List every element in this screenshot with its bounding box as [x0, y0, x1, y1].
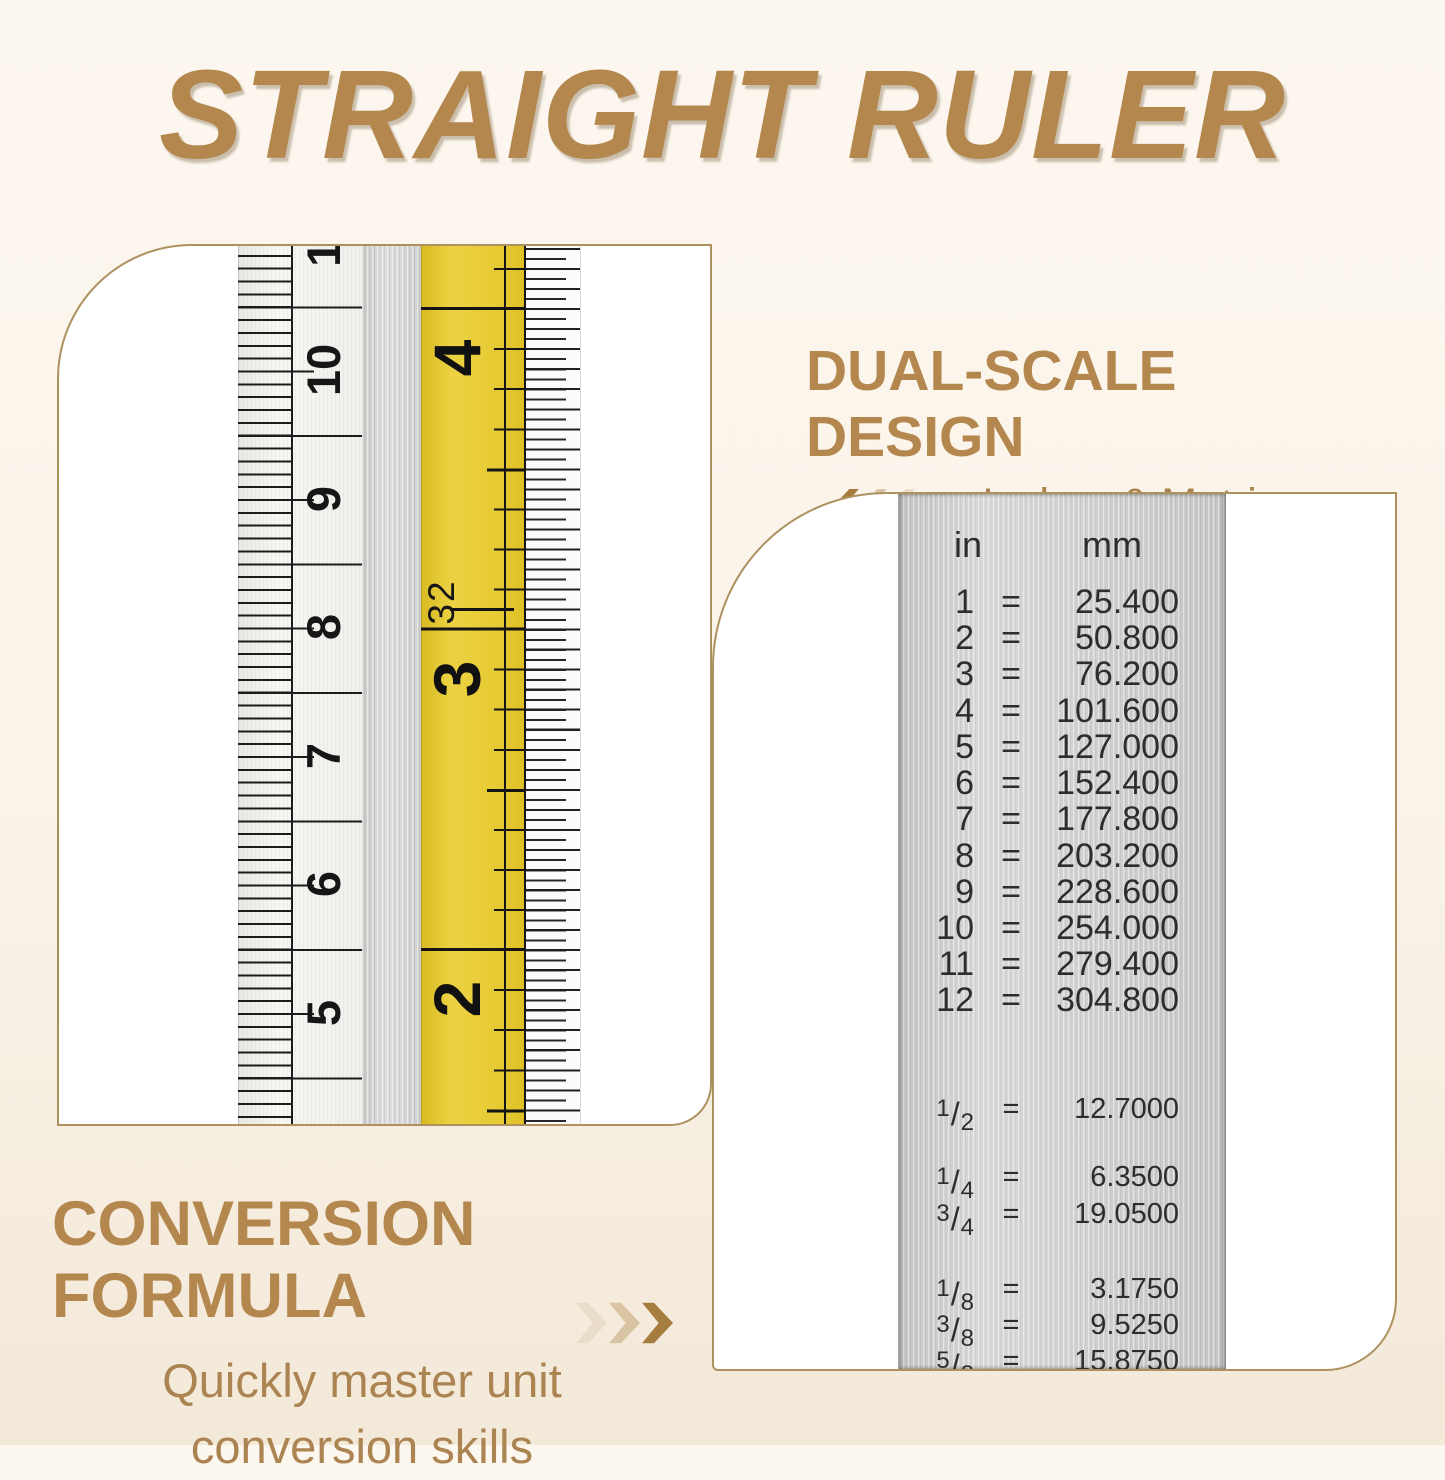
table-row-fraction: 1/2 = 12.7000: [936, 1093, 1179, 1136]
tape-edge-line: [504, 246, 506, 1124]
column-header-in: in: [953, 524, 983, 565]
table-row-fraction: 3/4 = 19.0500: [936, 1198, 1179, 1241]
table-row: 4 = 101.600: [955, 692, 1179, 730]
number-column-line: [291, 246, 293, 1124]
table-row: 12 = 304.800: [936, 981, 1179, 1019]
table-row: 10 = 254.000: [936, 909, 1179, 947]
table-row: 3 = 76.200: [955, 655, 1179, 693]
ruler-photo-card: 11 10 9 8 7 6 5 4 4 3 2 32: [57, 244, 712, 1126]
cm-number: 4: [284, 1101, 364, 1124]
steel-ruler-strip: in mm 1 = 25.400 2 = 50.800 3 = 76.200 4 = 101.6…: [898, 494, 1226, 1369]
cm-number: 5: [297, 999, 350, 1027]
chevrons-right-icon: [576, 1300, 675, 1346]
conversion-table-card: in mm 1 = 25.400 2 = 50.800 3 = 76.200 4 = 101.6…: [712, 492, 1397, 1371]
cm-lines: [238, 246, 362, 1124]
conversion-formula-line1: Quickly master unit: [162, 1354, 562, 1407]
table-row-fraction: 3/8 = 9.5250: [936, 1309, 1179, 1352]
inch-number: 3: [420, 660, 494, 698]
scale-32-label: 32: [421, 579, 462, 625]
table-row: 6 = 152.400: [955, 764, 1179, 802]
sixteenth-ticks: [526, 246, 580, 1124]
table-row-fraction: 1/8 = 3.1750: [936, 1273, 1179, 1316]
table-row: 5 = 127.000: [955, 728, 1179, 766]
column-header-mm: mm: [1082, 524, 1142, 565]
inch-number: 2: [420, 980, 494, 1018]
table-row: 7 = 177.800: [955, 800, 1179, 838]
cm-number: 7: [297, 742, 350, 770]
scale-32-tick: [450, 608, 514, 611]
page-title: STRAIGHT RULER: [159, 44, 1286, 185]
silver-gap-strip: [362, 246, 421, 1124]
product-image: STRAIGHT RULER 11 10 9 8 7 6 5 4 4 3 2 3…: [52, 44, 1397, 1473]
table-row: 11 = 279.400: [938, 945, 1179, 983]
table-row: 1 = 25.400: [955, 583, 1179, 621]
table-row: 9 = 228.600: [955, 873, 1179, 911]
tape-edge-line: [524, 246, 526, 1124]
cm-number: 10: [297, 343, 350, 397]
table-header: in mm: [898, 527, 1226, 563]
table-row-fraction: 1/4 = 6.3500: [936, 1161, 1179, 1204]
conversion-formula-line2: conversion skills: [190, 1420, 534, 1473]
cm-number: 11: [284, 246, 364, 282]
cm-number: 6: [297, 870, 350, 898]
table-row-fraction: 5/8=15.8750: [936, 1345, 1179, 1371]
inch-number: 4: [420, 339, 494, 377]
dual-scale-heading: DUAL-SCALE DESIGN: [806, 339, 1177, 469]
conversion-formula-heading: CONVERSION FORMULA: [52, 1189, 476, 1331]
table-row: 2 = 50.800: [955, 619, 1179, 657]
table-row: 8 = 203.200: [955, 837, 1179, 875]
cm-number: 9: [297, 485, 350, 513]
cm-number: 8: [297, 613, 350, 641]
